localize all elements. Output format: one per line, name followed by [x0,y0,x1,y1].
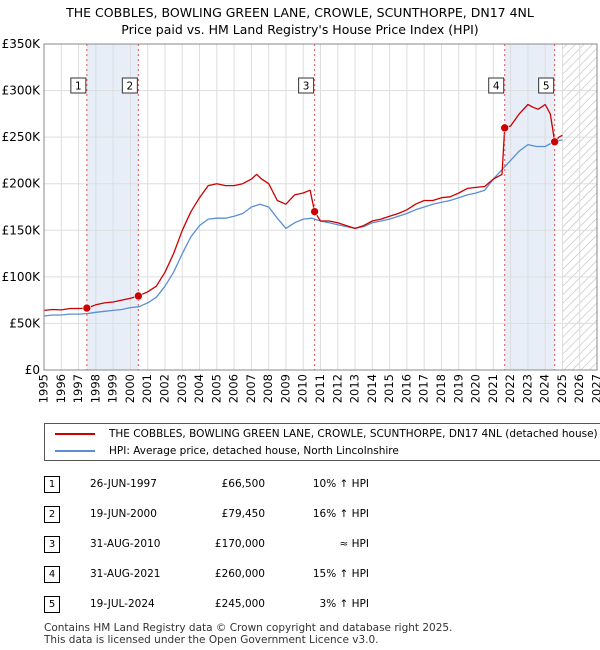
sale-price: £66,500 [221,478,265,490]
plot-border [43,43,598,371]
sale-date: 19-JUN-2000 [90,508,157,520]
x-tick-label: 2010 [296,374,310,403]
x-tick-label: 2003 [175,374,189,403]
x-tick-label: 2022 [503,374,517,403]
sale-row: 4 31-AUG-2021 £260,000 15% ↑ HPI [0,566,600,586]
sale-marker-box [70,77,87,94]
y-tick-label: £150K [2,223,42,237]
y-tick-label: £0 [25,363,40,377]
x-tick-label: 2004 [192,374,206,403]
legend-swatch-hpi [55,450,95,452]
y-tick-label: £200K [2,177,42,191]
x-tick-label: 2017 [417,374,431,403]
sale-marker-box [538,77,555,94]
sale-price: £245,000 [214,598,265,610]
sale-date: 26-JUN-1997 [90,478,157,490]
x-tick-label: 2007 [244,374,258,403]
footer: Contains HM Land Registry data © Crown c… [44,622,452,646]
sale-row: 2 19-JUN-2000 £79,450 16% ↑ HPI [0,506,600,526]
sale-date: 31-AUG-2010 [90,538,161,550]
x-tick-label: 1999 [106,374,120,403]
chart-title: THE COBBLES, BOWLING GREEN LANE, CROWLE,… [0,4,600,38]
x-tick-label: 2012 [330,374,344,403]
sale-hpi-comparison: ≈ HPI [339,538,369,550]
legend-item-hpi: HPI: Average price, detached house, Nort… [45,443,399,459]
x-tick-label: 1997 [71,374,85,403]
sale-row: 1 26-JUN-1997 £66,500 10% ↑ HPI [0,476,600,496]
x-tick-label: 2018 [434,374,448,403]
sale-point [134,291,143,301]
sale-hpi-comparison: 3% ↑ HPI [319,598,369,610]
x-tick-label: 2014 [365,374,379,403]
sale-marker-label: 1 [75,81,82,93]
sale-number: 4 [44,566,60,583]
x-tick-label: 2009 [278,374,292,403]
sale-point [82,303,92,313]
sale-point [500,123,510,133]
sale-hpi-comparison: 10% ↑ HPI [312,478,369,490]
x-tick-label: 2016 [399,374,413,403]
sale-date: 19-JUL-2024 [90,598,155,610]
y-tick-label: £250K [2,130,42,144]
x-tick-label: 2006 [227,374,241,403]
sale-price: £260,000 [214,568,265,580]
legend-item-property: THE COBBLES, BOWLING GREEN LANE, CROWLE,… [45,426,598,442]
legend: THE COBBLES, BOWLING GREEN LANE, CROWLE,… [44,423,600,461]
footer-copyright: Contains HM Land Registry data © Crown c… [44,622,453,634]
x-tick-label: 2023 [520,374,534,403]
title-line-2: Price paid vs. HM Land Registry's House … [121,22,479,37]
legend-swatch-property [55,433,95,435]
x-tick-label: 2021 [486,374,500,403]
sale-number: 2 [44,506,60,523]
x-tick-label: 2000 [123,374,137,403]
sale-date: 31-AUG-2021 [90,568,161,580]
x-tick-label: 2027 [590,374,600,403]
x-tick-label: 2019 [451,374,465,403]
sale-row: 3 31-AUG-2010 £170,000 ≈ HPI [0,536,600,556]
y-tick-label: £50K [9,316,41,330]
sale-marker-label: 3 [303,81,310,93]
sale-marker-box [121,77,138,94]
x-tick-label: 1996 [54,374,68,403]
sale-hpi-comparison: 16% ↑ HPI [312,508,369,520]
sale-hpi-comparison: 15% ↑ HPI [312,568,369,580]
x-tick-label: 2008 [261,374,275,403]
sale-price: £79,450 [221,508,265,520]
y-tick-label: £100K [2,270,42,284]
sale-point [550,137,559,147]
x-tick-label: 2026 [572,374,586,403]
sale-marker-label: 5 [543,81,550,93]
x-tick-label: 2001 [140,374,154,403]
sale-number: 1 [44,476,60,493]
x-tick-label: 2020 [469,374,483,403]
x-tick-label: 1998 [88,374,102,403]
title-line-1: THE COBBLES, BOWLING GREEN LANE, CROWLE,… [66,5,534,20]
legend-label-property: THE COBBLES, BOWLING GREEN LANE, CROWLE,… [109,428,598,440]
legend-label-hpi: HPI: Average price, detached house, Nort… [109,445,399,457]
sale-point [310,207,319,216]
sale-marker-box [298,77,315,94]
x-tick-label: 2015 [382,374,396,403]
sale-number: 3 [44,536,60,553]
footer-licence: This data is licensed under the Open Gov… [44,634,379,646]
x-tick-label: 2005 [209,374,223,403]
sale-row: 5 19-JUL-2024 £245,000 3% ↑ HPI [0,596,600,616]
x-tick-label: 2024 [538,374,552,403]
sale-price: £170,000 [214,538,265,550]
y-tick-label: £300K [2,84,42,98]
x-tick-label: 2013 [348,374,362,403]
sale-number: 5 [44,596,60,613]
x-tick-label: 2011 [313,374,327,403]
ownership-highlight [504,44,555,370]
hpi-line [43,139,563,317]
sale-marker-label: 4 [493,81,500,93]
sale-marker-label: 2 [127,81,134,93]
x-tick-label: 2025 [555,374,569,403]
price-chart: £0 £50K £100K £150K £200K £250K £300K £350K 1995… [2,37,600,403]
y-tick-label: £350K [2,37,42,51]
sale-marker-box [488,77,505,94]
x-tick-label: 2002 [157,374,171,403]
x-tick-label: 1995 [37,374,51,403]
